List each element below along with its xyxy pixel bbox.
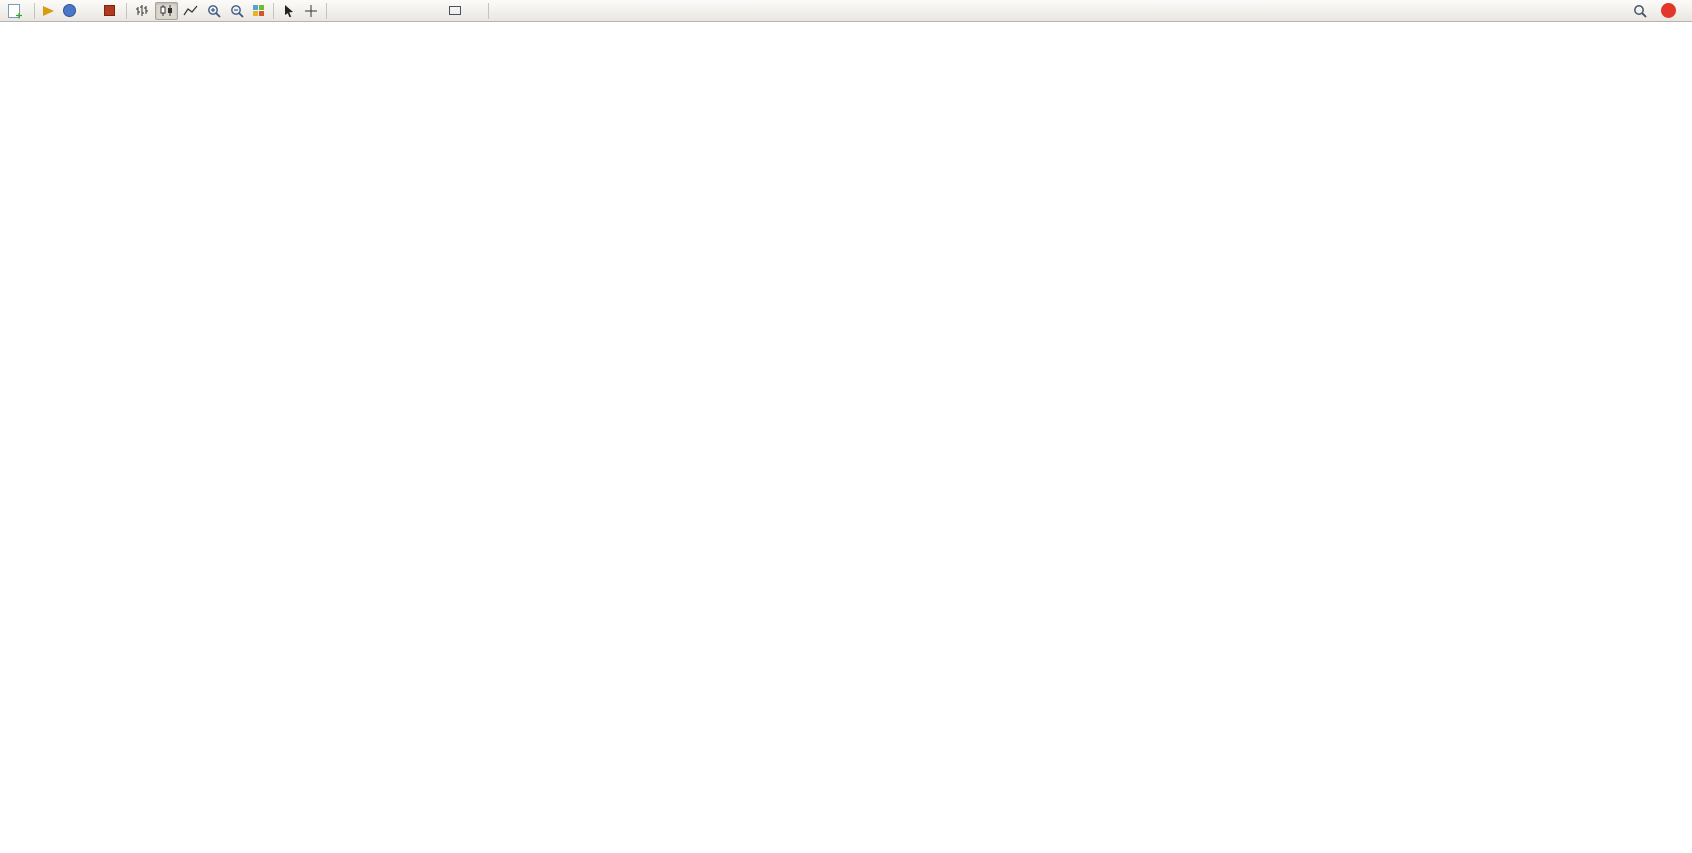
new-order-button[interactable] (4, 2, 30, 20)
market-depth-button[interactable] (59, 2, 80, 20)
search-icon (1634, 4, 1647, 18)
line-chart-button[interactable] (179, 2, 202, 20)
fibonacci-tool-button[interactable] (407, 2, 425, 20)
text-tool-button[interactable] (426, 2, 444, 20)
new-order-icon (8, 3, 20, 18)
autotrade-button[interactable] (100, 2, 122, 20)
horizontal-line-tool-button[interactable] (350, 2, 368, 20)
zoom-in-icon (208, 4, 221, 18)
toolbar-separator (126, 2, 127, 19)
label-tool-icon (449, 6, 461, 15)
autotrade-icon (104, 5, 115, 16)
chart-canvas[interactable] (0, 22, 1692, 853)
alerts-button[interactable] (39, 2, 58, 20)
cursor-button[interactable] (278, 2, 299, 20)
bar-chart-button[interactable] (131, 2, 154, 20)
horn-icon (43, 5, 54, 16)
line-chart-icon (183, 5, 198, 16)
toolbar (0, 0, 1692, 22)
trendline-tool-button[interactable] (369, 2, 387, 20)
candlestick-chart-button[interactable] (155, 1, 178, 20)
zoom-in-button[interactable] (203, 2, 225, 20)
toolbar-separator (34, 2, 35, 19)
profile-icon (63, 4, 76, 17)
zoom-out-button[interactable] (226, 2, 248, 20)
tile-windows-button[interactable] (249, 2, 269, 20)
notification-badge[interactable] (1661, 3, 1676, 18)
arrows-tool-button[interactable] (466, 2, 484, 20)
search-button[interactable] (1629, 2, 1651, 20)
chart-area (0, 22, 1692, 853)
bar-chart-icon (136, 5, 148, 16)
toolbar-separator (273, 2, 274, 19)
crosshair-icon (305, 4, 317, 17)
label-tool-button[interactable] (445, 2, 465, 20)
zoom-out-icon (231, 4, 244, 18)
crosshair-button[interactable] (300, 2, 322, 20)
channel-tool-button[interactable] (388, 2, 406, 20)
toolbar-right-group (1629, 2, 1688, 20)
refresh-button[interactable] (81, 2, 99, 20)
tile-windows-icon (253, 4, 265, 17)
toolbar-separator (488, 2, 489, 19)
vertical-line-tool-button[interactable] (331, 2, 349, 20)
candlestick-chart-icon (160, 5, 172, 16)
cursor-icon (285, 4, 293, 17)
toolbar-separator (326, 2, 327, 19)
